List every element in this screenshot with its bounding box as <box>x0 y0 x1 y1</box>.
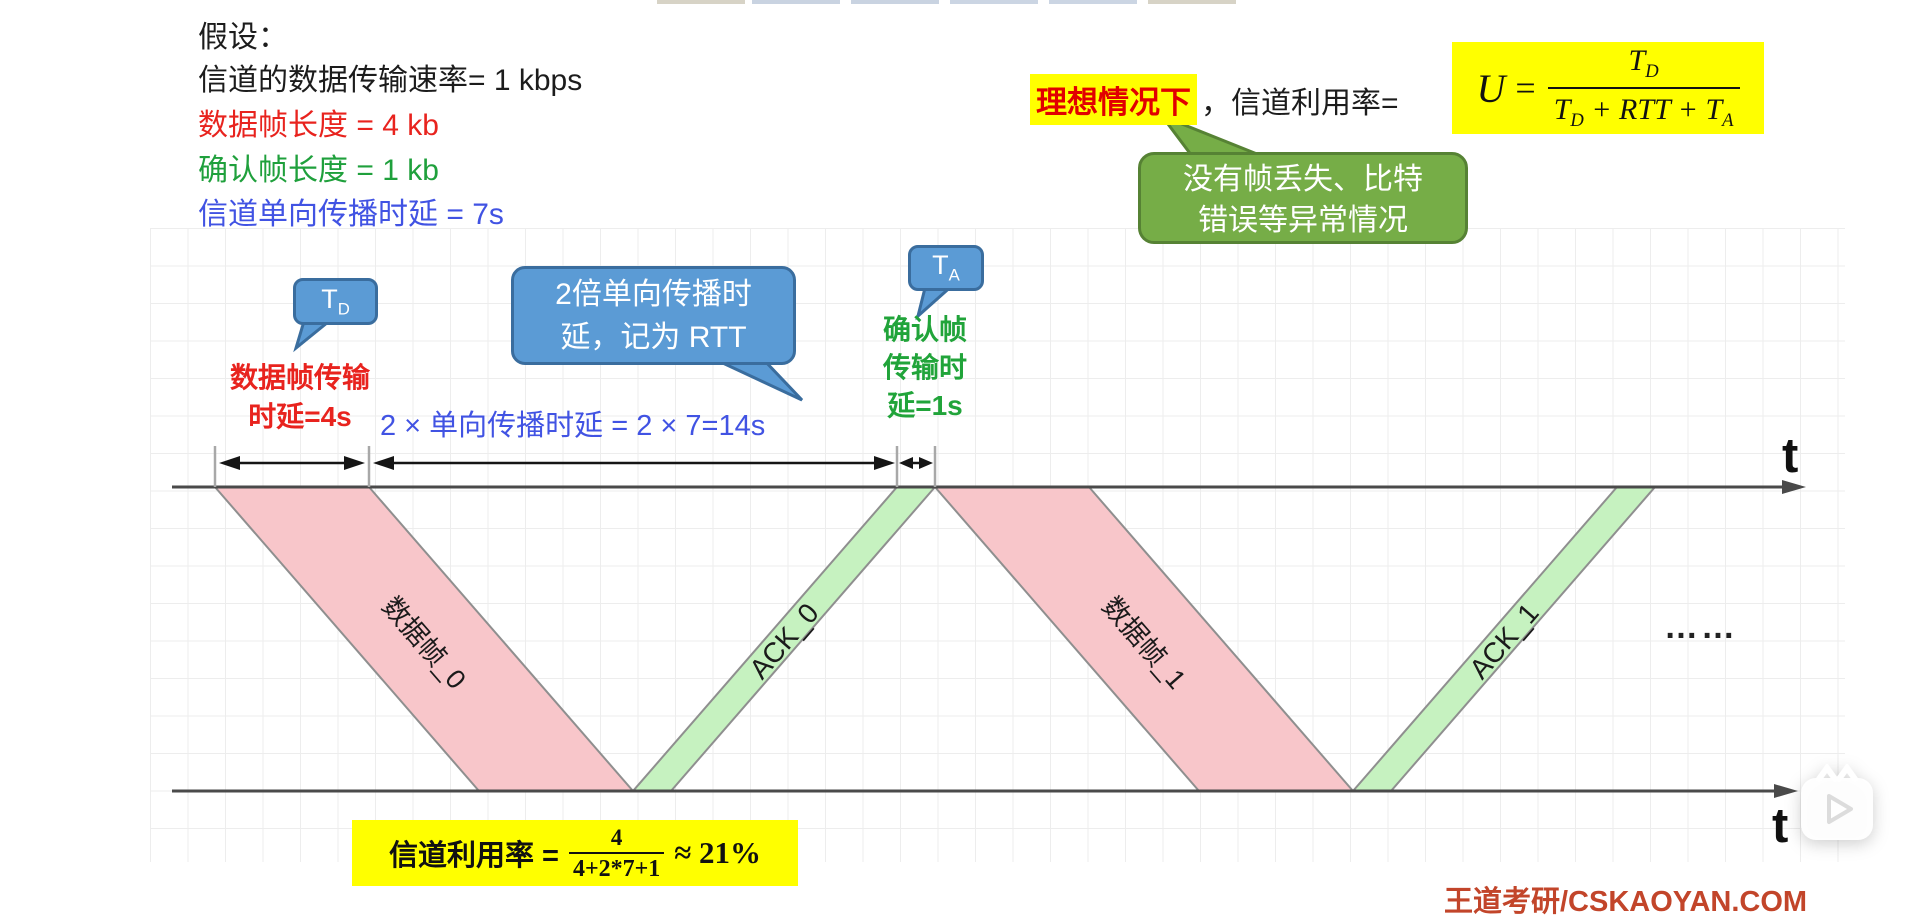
rtt-callout-bubble: 2倍单向传播时 延，记为 RTT <box>511 266 796 365</box>
assumption-prop-delay: 信道单向传播时延 = 7s <box>198 198 504 231</box>
data-delay-label-line1: 数据帧传输 <box>229 362 370 393</box>
thumbnail-sliver[interactable] <box>1049 0 1137 4</box>
band-label-ack0: ACK_0 <box>743 597 825 684</box>
logo-right-ear <box>1836 764 1858 782</box>
utilization-formula-box: U = TD TD + RTT + TA <box>1452 42 1764 134</box>
assumption-ack-frame-len: 确认帧长度 = 1 kb <box>198 154 439 187</box>
arrow-ta-right-head <box>919 457 933 469</box>
arrow-td-left-head <box>219 456 240 470</box>
receiver-timeline-arrowhead <box>1774 784 1798 798</box>
rtt-callout-line2: 延，记为 RTT <box>560 320 747 354</box>
formula-fraction: TD TD + RTT + TA <box>1547 43 1740 131</box>
video-player-logo[interactable] <box>1799 764 1877 846</box>
note-line2: 错误等异常情况 <box>1198 204 1408 237</box>
data-delay-label-line2: 时延=4s <box>248 401 352 432</box>
formula-denominator: TD + RTT + TA <box>1547 86 1740 131</box>
ideal-case-text: ，信道利用率= <box>1201 86 1399 120</box>
arrow-rtt-right-head <box>874 456 895 470</box>
thumbnail-sliver[interactable] <box>1148 0 1236 4</box>
utilization-denominator: 4+2*7+1 <box>568 851 665 881</box>
utilization-prefix: 信道利用率 = <box>388 840 559 872</box>
formula-numerator: TD <box>1628 43 1659 82</box>
continuation-ellipsis: …… <box>1664 608 1738 646</box>
band-label-ack1: ACK_1 <box>1463 597 1545 684</box>
utilization-approx: ≈ 21% <box>674 835 762 870</box>
td-callout-bubble: TD <box>293 278 378 325</box>
t-axis-label-bottom: t <box>1772 799 1789 853</box>
rtt-calc-label: 2 × 单向传播时延 = 2 × 7=14s <box>380 410 766 442</box>
note-line1: 没有帧丢失、比特 <box>1183 163 1423 196</box>
no-error-note-bubble: 没有帧丢失、比特 错误等异常情况 <box>1138 152 1468 244</box>
thumbnail-sliver[interactable] <box>950 0 1038 4</box>
assumptions-heading: 假设： <box>198 21 288 54</box>
formula-lhs: U <box>1476 65 1506 111</box>
ta-label: TA <box>932 250 960 285</box>
assumption-data-frame-len: 数据帧长度 = 4 kb <box>198 109 439 142</box>
thumbnail-sliver[interactable] <box>752 0 840 4</box>
sender-timeline-arrowhead <box>1782 480 1806 494</box>
t-axis-label-top: t <box>1782 429 1799 483</box>
arrow-td-right-head <box>344 456 365 470</box>
ack-delay-label-line3: 延=1s <box>887 390 963 421</box>
ideal-case-row: 理想情况下 ，信道利用率= <box>1030 74 1399 125</box>
play-icon <box>1827 794 1853 824</box>
formula-equals: = <box>1515 68 1536 108</box>
thumbnail-sliver[interactable] <box>851 0 939 4</box>
utilization-fraction: 4 4+2*7+1 <box>568 824 665 881</box>
arrow-rtt-left-head <box>373 456 394 470</box>
utilization-result-box: 信道利用率 = 4 4+2*7+1 ≈ 21% <box>352 820 798 886</box>
ack-delay-label-line1: 确认帧 <box>882 314 967 345</box>
ack-delay-label-line2: 传输时 <box>882 352 967 383</box>
watermark-text: 王道考研/CSKAOYAN.COM <box>1444 886 1808 918</box>
assumption-channel-rate: 信道的数据传输速率= 1 kbps <box>198 64 583 97</box>
utilization-numerator: 4 <box>610 824 623 850</box>
rtt-callout-line1: 2倍单向传播时 <box>555 277 752 311</box>
ta-callout-bubble: TA <box>908 245 984 291</box>
ideal-case-highlight: 理想情况下 <box>1030 74 1197 125</box>
td-label: TD <box>321 283 350 319</box>
logo-left-ear <box>1816 764 1838 782</box>
arrow-ta-left-head <box>899 457 913 469</box>
thumbnail-sliver[interactable] <box>657 0 745 4</box>
